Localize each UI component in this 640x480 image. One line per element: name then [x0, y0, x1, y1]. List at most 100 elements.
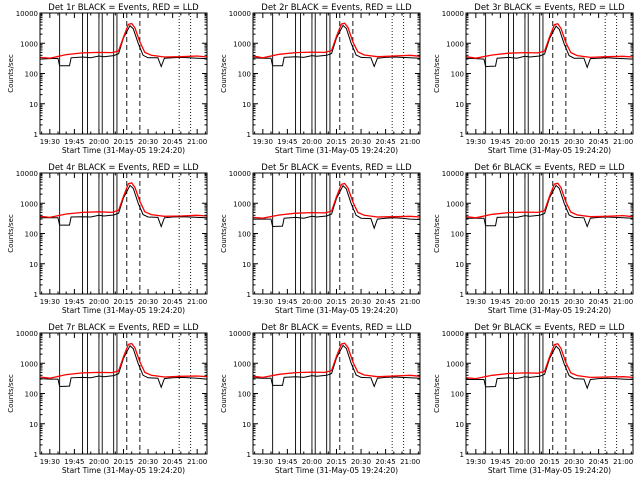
- y-tick-label: 10: [455, 261, 464, 269]
- y-axis-ticks: 1 10 100 1000 10000: [442, 170, 633, 299]
- y-tick-label: 1: [460, 291, 464, 299]
- x-tick-label: 20:15: [326, 138, 346, 146]
- x-tick-label: 19:30: [40, 458, 60, 466]
- x-tick-label: 20:45: [376, 138, 396, 146]
- x-tick-label: 20:15: [539, 138, 559, 146]
- y-tick-label: 100: [238, 391, 251, 399]
- x-tick-label: 20:45: [376, 458, 396, 466]
- y-tick-label: 10000: [442, 170, 464, 178]
- y-tick-label: 1: [247, 451, 251, 459]
- events-series-line: [40, 184, 208, 228]
- x-tick-label: 19:45: [277, 458, 297, 466]
- x-tick-label: 20:45: [163, 138, 183, 146]
- x-tick-label: 20:30: [138, 458, 158, 466]
- x-tick-label: 20:00: [302, 298, 322, 306]
- x-tick-label: 20:15: [539, 298, 559, 306]
- x-tick-label: 20:45: [589, 138, 609, 146]
- y-tick-label: 10: [29, 261, 38, 269]
- chart-panel: Det 6r BLACK = Events, RED = LLD 1 10 100 10…: [433, 163, 634, 315]
- x-axis-label: Start Time (31-May-05 19:24:20): [62, 466, 185, 475]
- x-tick-label: 20:30: [564, 458, 584, 466]
- y-axis-label: Counts/sec: [220, 374, 228, 413]
- x-axis-ticks: 19:30 19:45 20:00 20:15 20:30 20:45 21:00: [466, 173, 633, 306]
- lld-series-line: [465, 182, 634, 219]
- x-tick-label: 19:45: [277, 138, 297, 146]
- x-tick-label: 19:30: [466, 138, 486, 146]
- x-axis-label: Start Time (31-May-05 19:24:20): [275, 466, 398, 475]
- x-axis-ticks: 19:30 19:45 20:00 20:15 20:30 20:45 21:00: [40, 173, 207, 306]
- x-tick-label: 19:45: [490, 298, 510, 306]
- y-tick-label: 1000: [20, 360, 38, 368]
- x-axis-ticks: 19:30 19:45 20:00 20:15 20:30 20:45 21:00: [253, 13, 420, 146]
- y-tick-label: 1000: [446, 360, 464, 368]
- y-axis-label: Counts/sec: [7, 54, 15, 93]
- y-tick-label: 10: [242, 421, 251, 429]
- y-axis-label: Counts/sec: [220, 54, 228, 93]
- y-axis-ticks: 1 10 100 1000 10000: [16, 330, 207, 459]
- marker-lines: [59, 13, 192, 134]
- y-tick-label: 10: [242, 261, 251, 269]
- x-tick-label: 19:45: [277, 298, 297, 306]
- x-tick-label: 20:15: [113, 298, 133, 306]
- y-tick-label: 10000: [16, 170, 38, 178]
- y-tick-label: 1: [247, 131, 251, 139]
- x-tick-label: 21:00: [613, 298, 633, 306]
- x-axis-ticks: 19:30 19:45 20:00 20:15 20:30 20:45 21:00: [40, 333, 207, 466]
- x-tick-label: 20:45: [589, 298, 609, 306]
- x-tick-label: 19:30: [466, 458, 486, 466]
- x-tick-label: 19:30: [40, 298, 60, 306]
- y-tick-label: 10000: [229, 10, 251, 18]
- y-tick-label: 10: [29, 421, 38, 429]
- chart-panel: Det 8r BLACK = Events, RED = LLD 1 10 100 10…: [220, 323, 421, 475]
- y-axis-ticks: 1 10 100 1000 10000: [442, 330, 633, 459]
- y-tick-label: 1: [34, 291, 38, 299]
- y-tick-label: 100: [238, 231, 251, 239]
- y-tick-label: 10: [242, 101, 251, 109]
- x-tick-label: 20:00: [89, 298, 109, 306]
- y-tick-label: 10000: [442, 10, 464, 18]
- chart-panel: Det 4r BLACK = Events, RED = LLD 1 10 100 10…: [7, 163, 208, 315]
- x-axis-ticks: 19:30 19:45 20:00 20:15 20:30 20:45 21:00: [253, 333, 420, 466]
- chart-panel: Det 1r BLACK = Events, RED = LLD 1 10 100 10…: [7, 3, 208, 155]
- y-axis-label: Counts/sec: [220, 214, 228, 253]
- x-tick-label: 20:45: [163, 458, 183, 466]
- events-series-line: [466, 345, 634, 390]
- x-axis-label: Start Time (31-May-05 19:24:20): [488, 306, 611, 315]
- lld-series-line: [39, 182, 208, 219]
- chart-title: Det 6r BLACK = Events, RED = LLD: [474, 163, 625, 173]
- events-series-line: [253, 184, 421, 230]
- x-tick-label: 21:00: [400, 458, 420, 466]
- x-axis-label: Start Time (31-May-05 19:24:20): [488, 146, 611, 155]
- x-tick-label: 19:45: [64, 138, 84, 146]
- y-tick-label: 1: [460, 131, 464, 139]
- x-tick-label: 20:45: [376, 298, 396, 306]
- y-axis-ticks: 1 10 100 1000 10000: [229, 330, 420, 459]
- x-axis-label: Start Time (31-May-05 19:24:20): [275, 306, 398, 315]
- x-tick-label: 21:00: [613, 458, 633, 466]
- events-series-line: [465, 25, 634, 69]
- chart-panel: Det 7r BLACK = Events, RED = LLD 1 10 100 10…: [7, 323, 208, 475]
- lld-series-line: [465, 343, 634, 380]
- x-tick-label: 19:30: [253, 298, 273, 306]
- x-tick-label: 19:45: [64, 298, 84, 306]
- chart-panel: Det 3r BLACK = Events, RED = LLD 1 10 100 10…: [433, 3, 634, 155]
- y-axis-label: Counts/sec: [7, 374, 15, 413]
- x-tick-label: 20:45: [163, 298, 183, 306]
- y-tick-label: 10: [455, 101, 464, 109]
- x-tick-label: 19:45: [64, 458, 84, 466]
- chart-panel: Det 9r BLACK = Events, RED = LLD 1 10 100 10…: [433, 323, 634, 475]
- y-tick-label: 1: [247, 291, 251, 299]
- y-tick-label: 100: [451, 391, 464, 399]
- y-tick-label: 100: [25, 71, 38, 79]
- x-tick-label: 21:00: [187, 298, 207, 306]
- y-tick-label: 10000: [16, 10, 38, 18]
- x-tick-label: 20:45: [589, 458, 609, 466]
- marker-lines: [272, 13, 405, 134]
- x-axis-ticks: 19:30 19:45 20:00 20:15 20:30 20:45 21:00: [466, 333, 633, 466]
- lld-series-line: [252, 342, 421, 379]
- y-tick-label: 1: [34, 131, 38, 139]
- marker-lines: [59, 173, 192, 294]
- lld-series-line: [39, 342, 208, 379]
- marker-lines: [59, 333, 192, 454]
